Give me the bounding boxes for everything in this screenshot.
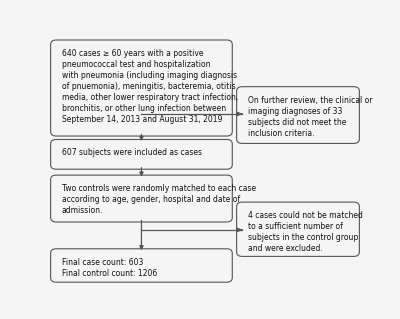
Text: On further review, the clinical or
imaging diagnoses of 33
subjects did not meet: On further review, the clinical or imagi… — [248, 95, 372, 138]
FancyBboxPatch shape — [237, 202, 359, 256]
Text: Final case count: 603
Final control count: 1206: Final case count: 603 Final control coun… — [62, 258, 157, 278]
FancyBboxPatch shape — [51, 175, 232, 222]
FancyBboxPatch shape — [51, 139, 232, 169]
FancyBboxPatch shape — [51, 40, 232, 136]
Text: 607 subjects were included as cases: 607 subjects were included as cases — [62, 148, 202, 157]
Text: 4 cases could not be matched
to a sufficient number of
subjects in the control g: 4 cases could not be matched to a suffic… — [248, 211, 363, 253]
FancyBboxPatch shape — [237, 87, 359, 144]
Text: 640 cases ≥ 60 years with a positive
pneumococcal test and hospitalization
with : 640 cases ≥ 60 years with a positive pne… — [62, 49, 238, 124]
FancyBboxPatch shape — [51, 249, 232, 282]
Text: Two controls were randomly matched to each case
according to age, gender, hospit: Two controls were randomly matched to ea… — [62, 184, 256, 215]
